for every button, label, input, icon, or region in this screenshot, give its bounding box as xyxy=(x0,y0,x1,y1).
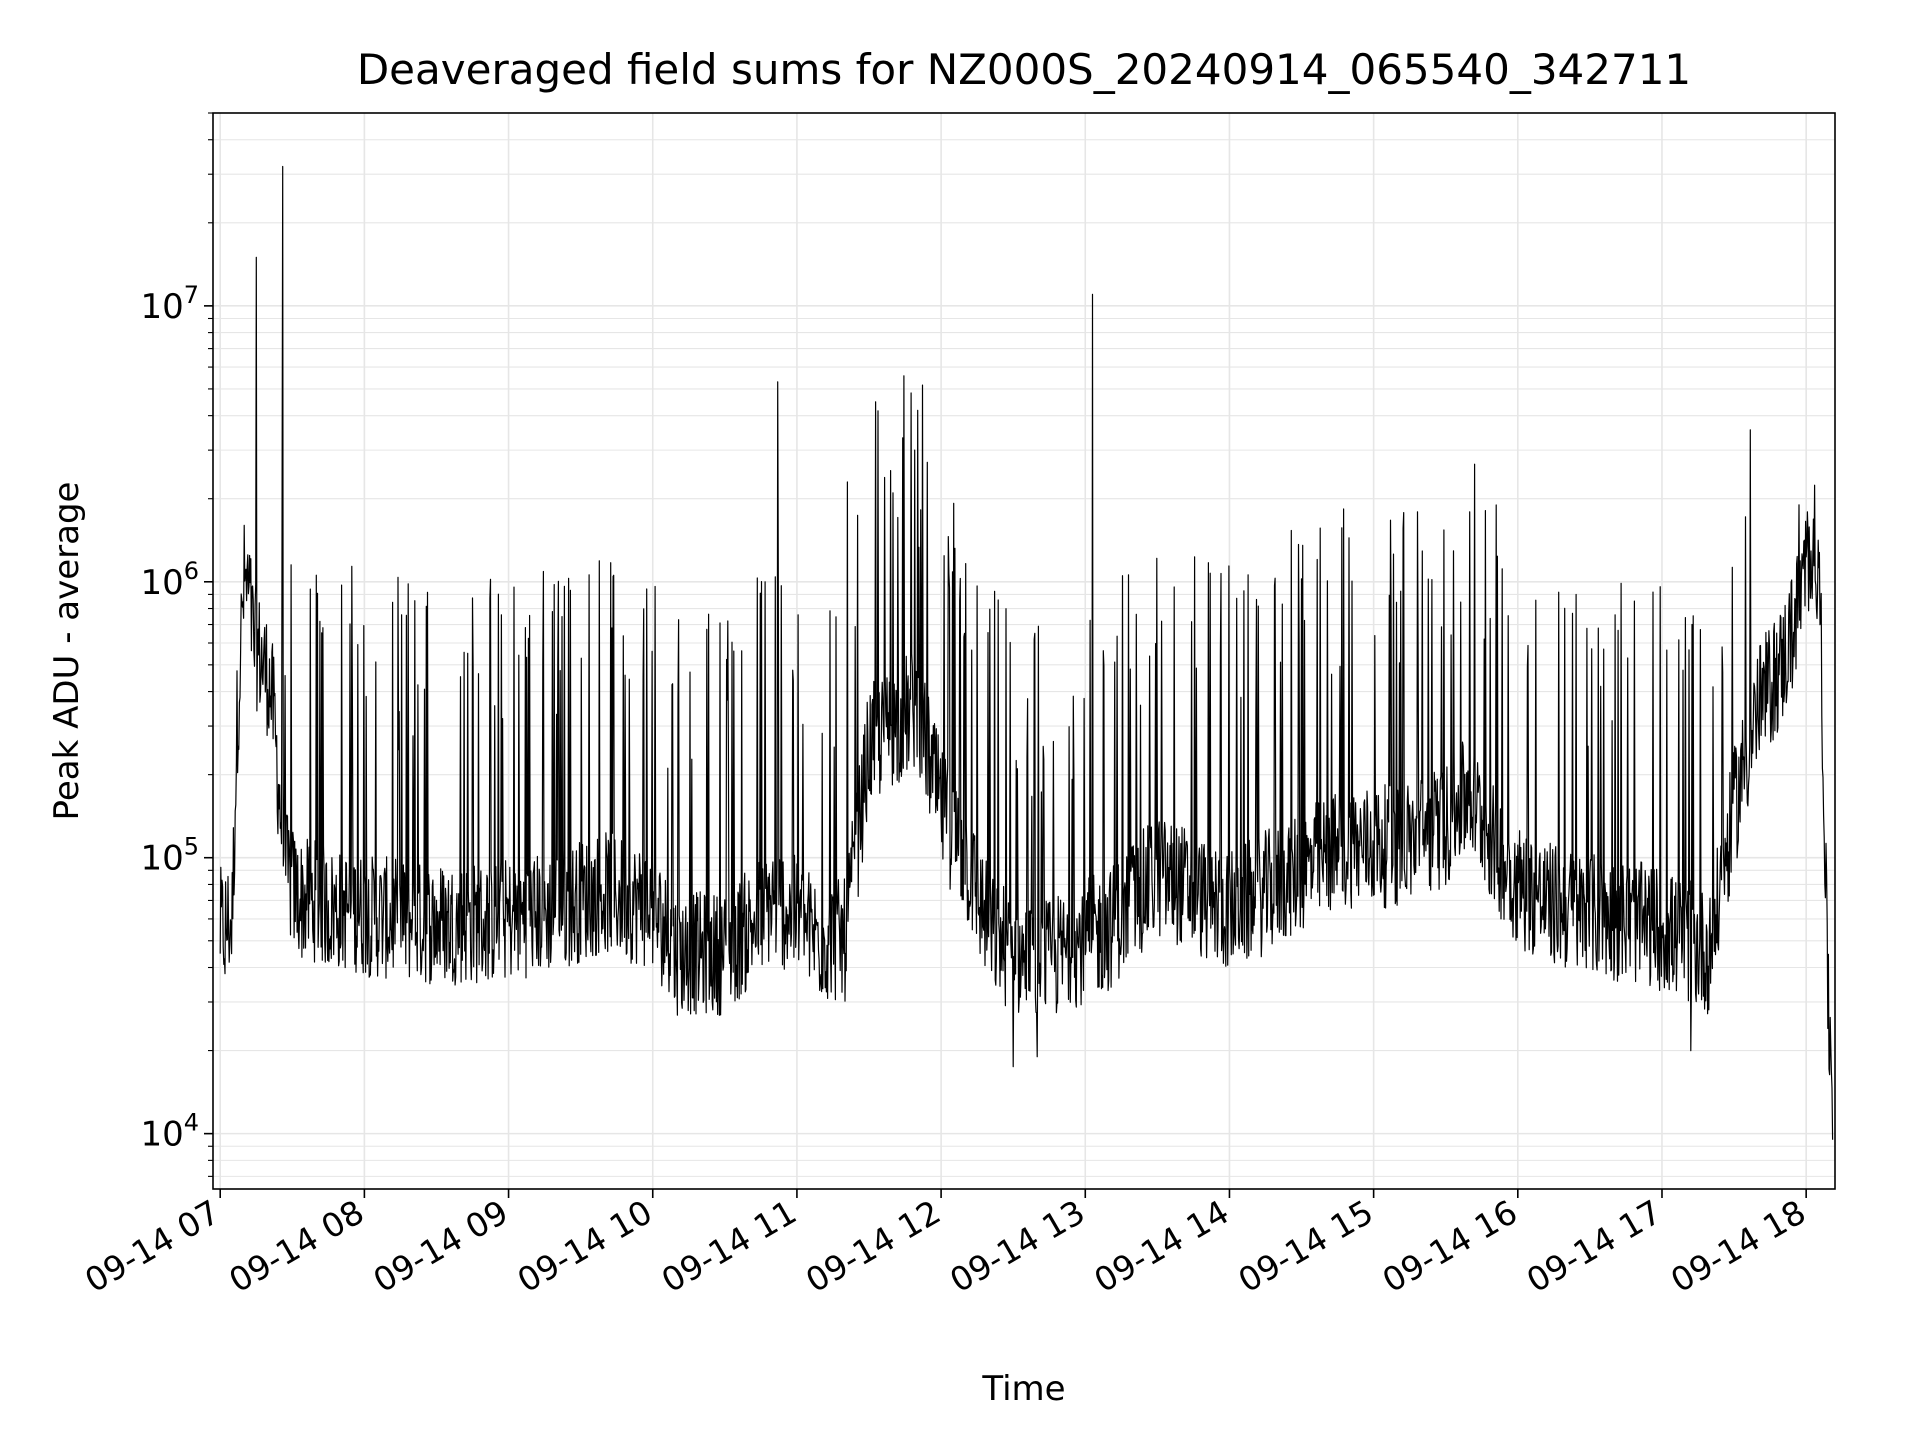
y-tick-label: 105 xyxy=(140,833,199,879)
data-layer xyxy=(219,165,1834,1140)
series-line xyxy=(219,165,1834,1140)
y-tick-label: 107 xyxy=(140,281,199,327)
plot-frame xyxy=(212,112,1836,1190)
chart-title: Deaveraged field sums for NZ000S_2024091… xyxy=(357,45,1691,94)
y-axis-label: Peak ADU - average xyxy=(47,482,87,821)
y-tick-label: 106 xyxy=(140,557,199,603)
y-tick-label: 104 xyxy=(140,1109,199,1155)
x-axis-label: Time xyxy=(981,1369,1065,1409)
